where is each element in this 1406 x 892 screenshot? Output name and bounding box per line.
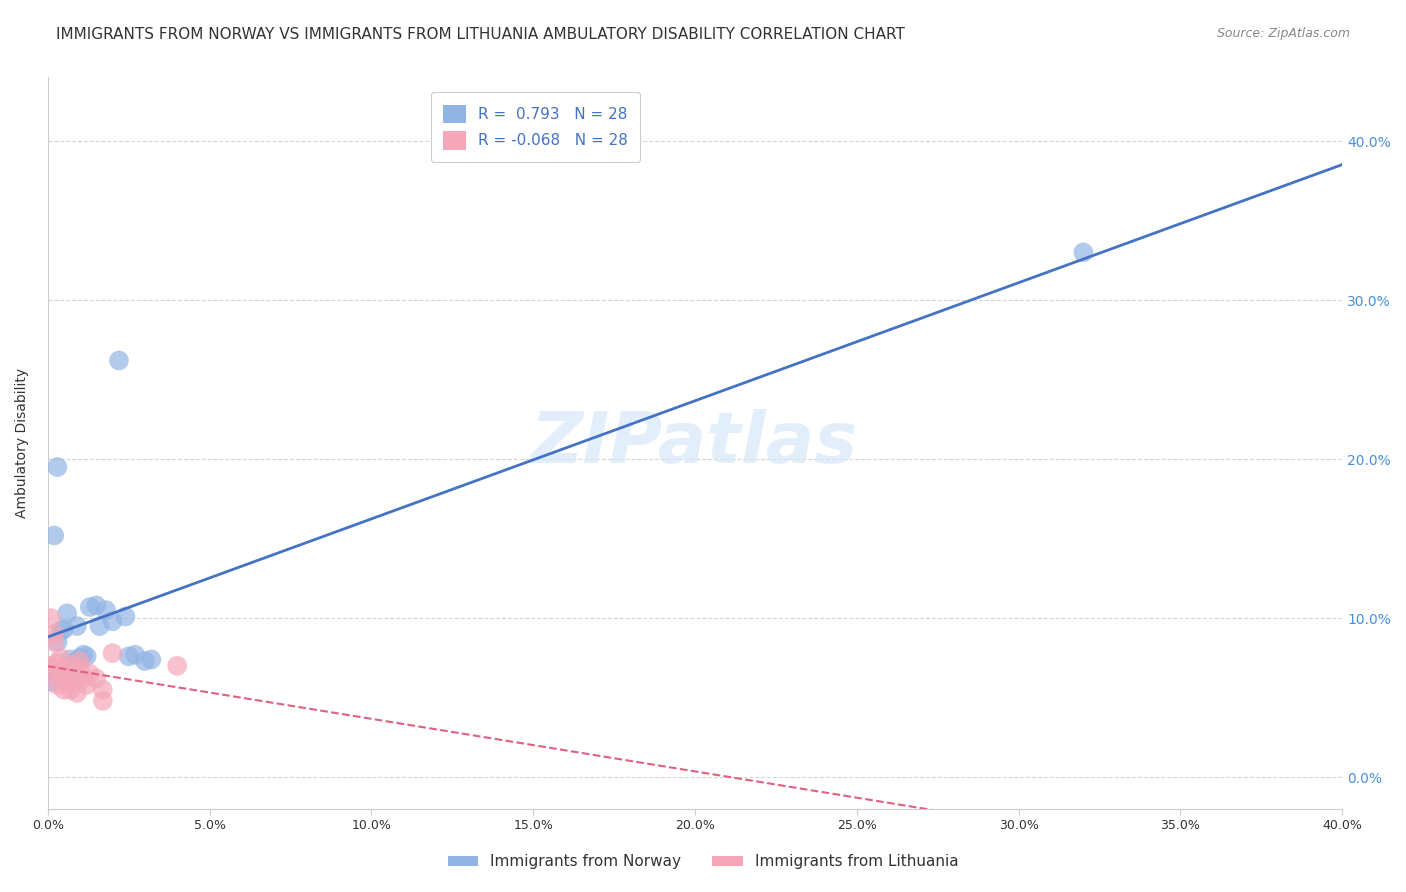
Point [76,678,98,692]
Point [46,635,69,649]
Point [166,658,188,673]
Point [62,674,84,689]
Point [79,666,101,681]
Point [59,682,82,697]
Point [39,611,62,625]
Point [56,662,79,676]
Point [91,694,114,708]
Point [49,624,72,638]
Point [46,656,69,670]
Y-axis label: Ambulatory Disability: Ambulatory Disability [15,368,30,518]
Point [56,674,79,689]
Point [66,686,89,700]
Point [44,666,66,681]
Point [69,662,91,676]
Point [49,651,72,665]
Point [62,662,84,676]
Legend: Immigrants from Norway, Immigrants from Lithuania: Immigrants from Norway, Immigrants from … [441,848,965,875]
Point [101,646,124,660]
Point [89,619,111,633]
Point [46,678,69,692]
Legend: R =  0.793   N = 28, R = -0.068   N = 28: R = 0.793 N = 28, R = -0.068 N = 28 [430,93,640,161]
Point [94,603,117,617]
Text: Source: ZipAtlas.com: Source: ZipAtlas.com [1216,27,1350,40]
Point [39,674,62,689]
Point [52,622,75,636]
Text: IMMIGRANTS FROM NORWAY VS IMMIGRANTS FROM LITHUANIA AMBULATORY DISABILITY CORREL: IMMIGRANTS FROM NORWAY VS IMMIGRANTS FRO… [56,27,905,42]
Point [39,662,62,676]
Point [46,662,69,676]
Point [134,654,156,668]
Point [69,651,91,665]
Point [56,607,79,621]
Point [44,627,66,641]
Point [69,654,91,668]
Point [66,666,89,681]
Point [91,682,114,697]
Point [62,656,84,670]
Point [124,648,146,662]
Point [52,666,75,681]
Point [44,635,66,649]
Point [118,649,141,664]
Point [114,609,136,624]
Point [52,682,75,697]
Point [108,353,131,368]
Point [52,670,75,684]
Point [66,619,89,633]
Point [141,652,163,666]
Point [62,658,84,673]
Point [76,649,98,664]
Point [84,599,107,613]
Point [59,652,82,666]
Point [46,460,69,475]
Point [39,658,62,673]
Point [101,615,124,629]
Point [84,672,107,686]
Point [79,600,101,615]
Point [72,648,94,662]
Point [44,528,66,542]
Text: ZIPatlas: ZIPatlas [531,409,859,478]
Point [1073,245,1095,260]
Point [72,672,94,686]
